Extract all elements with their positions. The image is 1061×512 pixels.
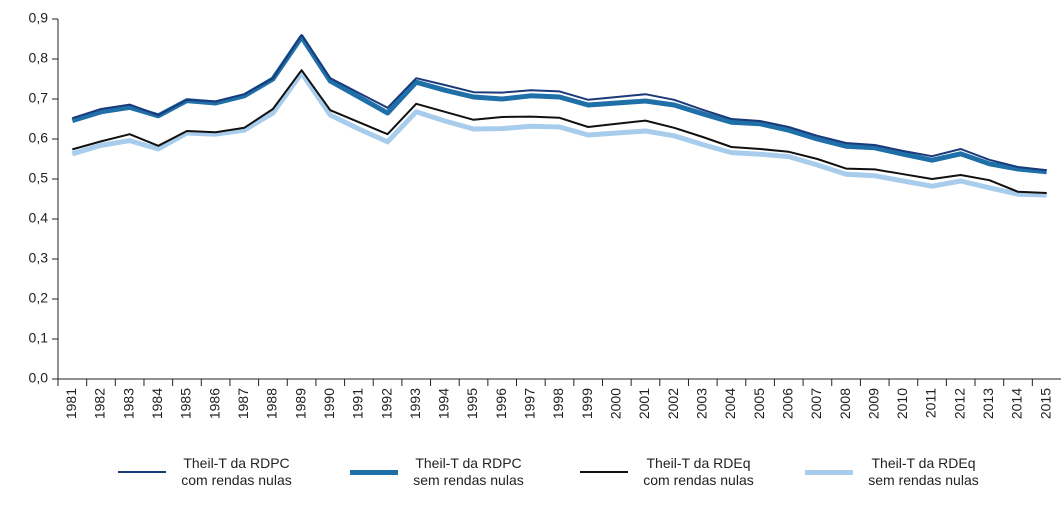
x-tick-label: 1989 <box>292 388 308 419</box>
legend: Theil-T da RDPC com rendas nulas Theil-T … <box>0 455 1061 505</box>
x-tick-label: 2002 <box>665 388 681 419</box>
y-tick-label: 0,8 <box>29 50 49 66</box>
y-tick-label: 0,4 <box>29 210 49 226</box>
legend-item: Theil-T da RDEq sem rendas nulas <box>805 455 986 489</box>
series-line <box>72 69 1047 194</box>
x-tick-label: 2001 <box>636 388 652 419</box>
y-tick-label: 0,5 <box>29 170 49 186</box>
y-tick-label: 0,3 <box>29 250 49 266</box>
x-tick-label: 2004 <box>722 388 738 419</box>
legend-label: Theil-T da RDEq sem rendas nulas <box>868 455 979 488</box>
x-tick-label: 2000 <box>608 388 624 419</box>
x-tick-label: 1984 <box>149 388 165 419</box>
x-tick-label: 1996 <box>493 388 509 419</box>
x-tick-label: 1986 <box>206 388 222 419</box>
series-line <box>72 34 1047 172</box>
legend-swatch <box>350 469 398 475</box>
x-tick-label: 2007 <box>808 388 824 419</box>
x-tick-label: 1988 <box>264 388 280 419</box>
x-tick-label: 2013 <box>980 388 996 419</box>
legend-swatch <box>580 471 628 473</box>
x-tick-label: 2003 <box>693 388 709 419</box>
x-tick-label: 1999 <box>579 388 595 419</box>
x-tick-label: 1992 <box>378 388 394 419</box>
chart: 0,0 0,1 0,2 0,3 0,4 0,5 0,6 0,7 0,8 0,9 1981 1982 19… <box>29 10 1061 419</box>
x-tick-label: 2005 <box>751 388 767 419</box>
legend-swatch <box>805 469 853 475</box>
x-tick-label: 2015 <box>1037 388 1053 419</box>
x-tick-label: 2009 <box>865 388 881 419</box>
x-tick-label: 1982 <box>92 388 108 419</box>
y-tick-label: 0,7 <box>29 90 49 106</box>
x-tick-label: 2008 <box>837 388 853 419</box>
legend-label: Theil-T da RDEq com rendas nulas <box>643 455 754 488</box>
x-tick-label: 2010 <box>894 388 910 419</box>
x-tick-label: 1993 <box>407 388 423 419</box>
legend-item: Theil-T da RDPC com rendas nulas <box>118 455 299 489</box>
x-tick-label: 1990 <box>321 388 337 419</box>
series-line <box>71 34 1047 175</box>
x-tick-label: 2006 <box>779 388 795 419</box>
legend-item: Theil-T da RDPC sem rendas nulas <box>350 455 531 489</box>
y-tick-label: 0,1 <box>29 330 49 346</box>
legend-label: Theil-T da RDPC com rendas nulas <box>181 455 292 488</box>
x-tick-label: 1987 <box>235 388 251 419</box>
legend-item: Theil-T da RDEq com rendas nulas <box>580 455 761 489</box>
x-tick-label: 1981 <box>63 388 79 419</box>
legend-label: Theil-T da RDPC sem rendas nulas <box>413 455 524 488</box>
x-tick-label: 1995 <box>464 388 480 419</box>
series-line <box>71 70 1047 198</box>
x-tick-label: 2014 <box>1009 388 1025 419</box>
x-tick-label: 1997 <box>522 388 538 419</box>
x-tick-label: 1983 <box>120 388 136 419</box>
y-tick-label: 0,0 <box>29 370 49 386</box>
x-tick-label: 2011 <box>923 388 939 418</box>
x-tick-label: 1991 <box>350 388 366 419</box>
legend-swatch <box>118 471 166 473</box>
x-tick-label: 1998 <box>550 388 566 419</box>
y-tick-label: 0,2 <box>29 290 49 306</box>
y-tick-label: 0,6 <box>29 130 49 146</box>
x-tick-label: 2012 <box>951 388 967 419</box>
y-tick-label: 0,9 <box>29 10 49 26</box>
x-tick-label: 1985 <box>178 388 194 419</box>
x-tick-label: 1994 <box>436 388 452 419</box>
